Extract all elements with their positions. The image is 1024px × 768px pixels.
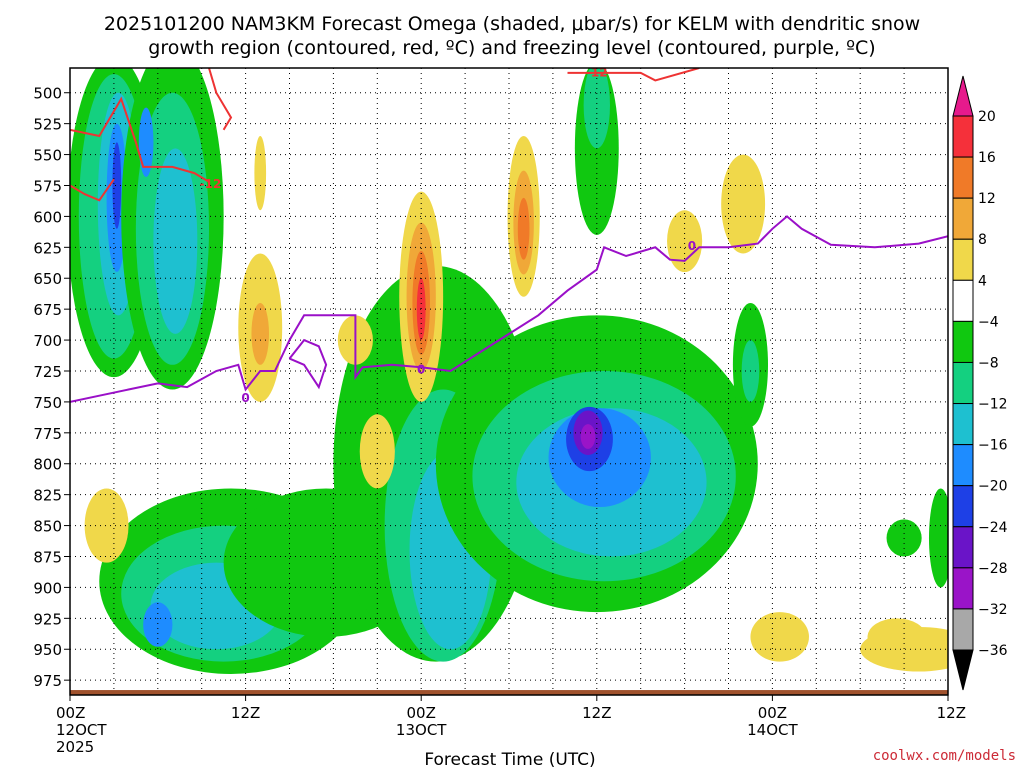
y-tick-label-675: 675 bbox=[33, 301, 62, 319]
x-tick-year-0: 2025 bbox=[56, 738, 94, 756]
colorbar-label-9: −20 bbox=[978, 479, 1008, 495]
colorbar-label-6: −8 bbox=[978, 355, 999, 371]
colorbar-swatch-6 bbox=[952, 320, 974, 363]
omega-region-4-42 bbox=[721, 154, 766, 254]
freezing-level-loop bbox=[288, 338, 328, 390]
freezing-label-1: 0 bbox=[241, 391, 249, 405]
colorbar-bottom-arrow bbox=[952, 649, 974, 691]
omega-region-4-47 bbox=[867, 618, 927, 656]
x-tick-label-4: 00Z bbox=[758, 704, 787, 722]
omega-region-8-39 bbox=[251, 302, 270, 365]
x-tick-label-3: 12Z bbox=[582, 704, 611, 722]
y-tick-label-925: 925 bbox=[33, 610, 62, 628]
omega-region--12-7 bbox=[153, 148, 198, 334]
omega-region-16-34 bbox=[416, 278, 426, 341]
colorbar-swatch-7 bbox=[952, 361, 974, 405]
ground-surface bbox=[70, 690, 948, 695]
colorbar-label-7: −12 bbox=[978, 397, 1008, 413]
omega-region-4-48 bbox=[359, 414, 395, 489]
colorbar: 20 16 12 8 4 −4 −8 −12 −16 −20 −24 −28 −32 −36 bbox=[952, 75, 1008, 691]
colorbar-swatch-12 bbox=[952, 567, 974, 610]
omega-region-4-45 bbox=[254, 136, 267, 211]
y-tick-label-725: 725 bbox=[33, 363, 62, 381]
colorbar-label-13: −36 bbox=[978, 643, 1008, 659]
colorbar-top-arrow bbox=[952, 75, 974, 117]
colorbar-swatch-10 bbox=[952, 485, 974, 528]
y-tick-label-575: 575 bbox=[33, 177, 62, 195]
y-axis: 500 525 550 575 600 625 650 675 700 725 750 775 800 8… bbox=[33, 85, 70, 690]
colorbar-label-11: −28 bbox=[978, 561, 1008, 577]
omega-region-4-40 bbox=[750, 612, 809, 662]
y-tick-label-900: 900 bbox=[33, 579, 62, 597]
colorbar-label-4: 4 bbox=[978, 273, 987, 289]
credit-text: coolwx.com/models bbox=[873, 748, 1016, 764]
y-tick-label-775: 775 bbox=[33, 425, 62, 443]
x-tick-label-2: 00Z bbox=[407, 704, 436, 722]
y-tick-label-650: 650 bbox=[33, 270, 62, 288]
colorbar-swatch-2 bbox=[952, 156, 974, 199]
y-tick-label-750: 750 bbox=[33, 394, 62, 412]
colorbar-label-3: 8 bbox=[978, 232, 987, 248]
x-tick-date-0: 12OCT bbox=[56, 721, 107, 739]
omega-region-4-43 bbox=[84, 488, 129, 563]
omega-region--16-8 bbox=[138, 107, 154, 177]
x-tick-date-4: 14OCT bbox=[747, 721, 798, 739]
colorbar-swatch-11 bbox=[952, 526, 974, 569]
y-tick-label-550: 550 bbox=[33, 147, 62, 165]
freezing-level-contour bbox=[70, 215, 948, 403]
colorbar-swatch-4 bbox=[952, 238, 974, 281]
y-tick-label-875: 875 bbox=[33, 548, 62, 566]
y-tick-label-825: 825 bbox=[33, 487, 62, 505]
dendritic-contour bbox=[70, 96, 210, 183]
y-tick-label-700: 700 bbox=[33, 332, 62, 350]
colorbar-swatch-5 bbox=[952, 279, 974, 322]
omega-region-12-37 bbox=[517, 197, 530, 260]
x-tick-label-0: 00Z bbox=[56, 704, 85, 722]
colorbar-label-2: 12 bbox=[978, 191, 996, 207]
colorbar-swatch-1 bbox=[952, 115, 974, 158]
y-tick-label-975: 975 bbox=[33, 672, 62, 690]
y-tick-label-850: 850 bbox=[33, 518, 62, 536]
colorbar-label-10: −24 bbox=[978, 520, 1008, 536]
chart-title-line1: 2025101200 NAM3KM Forecast Omega (shaded… bbox=[104, 13, 920, 35]
y-tick-label-525: 525 bbox=[33, 116, 62, 134]
x-axis-title: Forecast Time (UTC) bbox=[424, 750, 595, 768]
colorbar-label-0: 20 bbox=[978, 109, 996, 125]
dendritic-label-2: -12 bbox=[586, 66, 608, 80]
colorbar-label-5: −4 bbox=[978, 314, 999, 330]
freezing-label-2: 0 bbox=[417, 362, 425, 376]
y-tick-label-500: 500 bbox=[33, 85, 62, 103]
contours: -12 -12 0 0 0 bbox=[70, 66, 948, 405]
y-tick-label-950: 950 bbox=[33, 641, 62, 659]
y-tick-label-600: 600 bbox=[33, 208, 62, 226]
omega-region--20-4 bbox=[112, 142, 122, 229]
x-tick-label-1: 12Z bbox=[231, 704, 260, 722]
chart-title-line2: growth region (contoured, red, ºC) and f… bbox=[148, 37, 875, 59]
colorbar-swatch-3 bbox=[952, 197, 974, 240]
omega-region-4-46 bbox=[667, 210, 703, 273]
colorbar-label-12: −32 bbox=[978, 602, 1008, 618]
colorbar-swatch-8 bbox=[952, 403, 974, 446]
omega-region--32-24 bbox=[580, 424, 596, 449]
y-tick-label-800: 800 bbox=[33, 456, 62, 474]
dendritic-contour-4 bbox=[567, 68, 700, 82]
plot-frame bbox=[69, 67, 949, 696]
colorbar-label-1: 16 bbox=[978, 150, 996, 166]
colorbar-swatch-13 bbox=[952, 608, 974, 651]
x-tick-label-5: 12Z bbox=[937, 704, 966, 722]
y-tick-label-625: 625 bbox=[33, 239, 62, 257]
x-tick-date-2: 13OCT bbox=[396, 721, 447, 739]
dendritic-contour-3 bbox=[208, 68, 233, 131]
freezing-label-3: 0 bbox=[688, 239, 696, 253]
omega-region--16-12 bbox=[143, 602, 173, 647]
colorbar-swatch-9 bbox=[952, 444, 974, 487]
omega-region--4-30 bbox=[928, 488, 948, 588]
dendritic-contour-2 bbox=[70, 178, 115, 202]
omega-region--4-29 bbox=[886, 519, 922, 557]
colorbar-label-8: −16 bbox=[978, 438, 1008, 454]
plot-area: -12 -12 0 0 0 bbox=[70, 66, 948, 695]
dendritic-label-1: -12 bbox=[200, 177, 222, 191]
